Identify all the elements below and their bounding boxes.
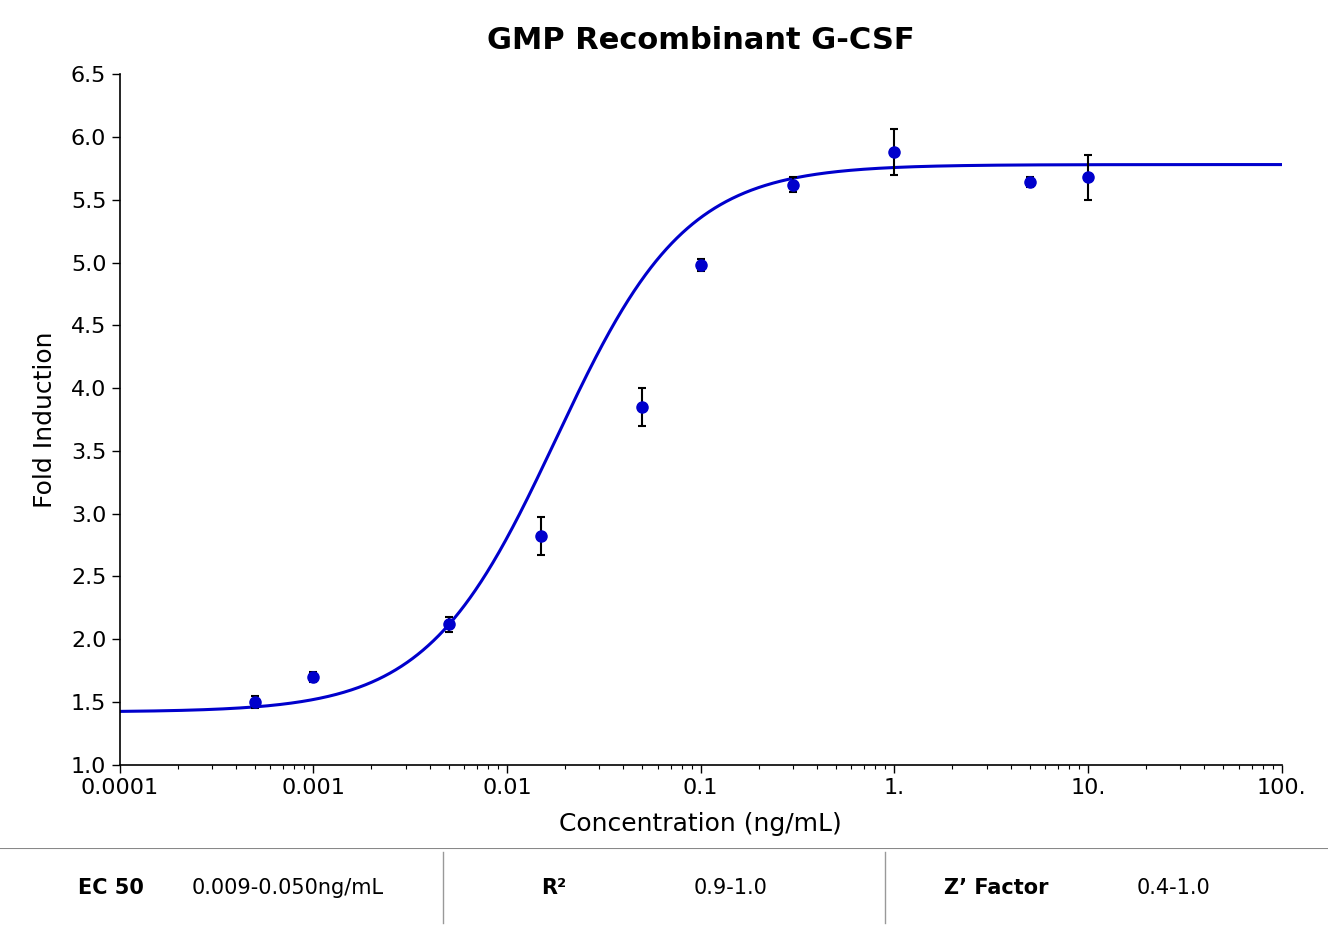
Text: 0.4-1.0: 0.4-1.0 [1137, 878, 1210, 897]
Title: GMP Recombinant G-CSF: GMP Recombinant G-CSF [486, 26, 915, 56]
Text: 0.9-1.0: 0.9-1.0 [693, 878, 768, 897]
X-axis label: Concentration (ng/mL): Concentration (ng/mL) [559, 812, 842, 836]
Text: EC 50: EC 50 [78, 878, 143, 897]
Text: R²: R² [540, 878, 566, 897]
Y-axis label: Fold Induction: Fold Induction [33, 331, 57, 508]
Text: Z’ Factor: Z’ Factor [944, 878, 1048, 897]
Text: 0.009-0.050ng/mL: 0.009-0.050ng/mL [191, 878, 384, 897]
